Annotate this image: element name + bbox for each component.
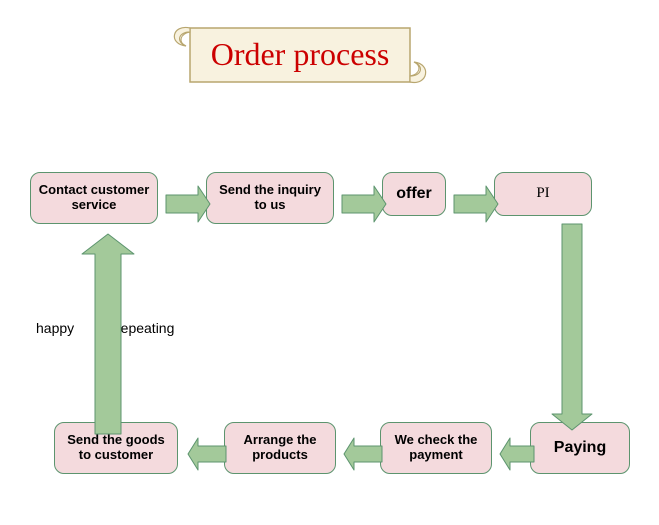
- node-check: We check the payment: [380, 422, 492, 474]
- node-label: PI: [536, 185, 549, 202]
- node-contact: Contact customer service: [30, 172, 158, 224]
- node-label: Send the goods to customer: [61, 433, 171, 463]
- node-pi: PI: [494, 172, 592, 216]
- node-arrange: Arrange the products: [224, 422, 336, 474]
- arrow-a4: [552, 224, 592, 430]
- arrow-a5: [500, 438, 534, 470]
- node-inquiry: Send the inquiry to us: [206, 172, 334, 224]
- arrow-a1: [166, 186, 210, 222]
- arrow-a6: [344, 438, 382, 470]
- node-label: Send the inquiry to us: [213, 183, 327, 213]
- arrow-a7: [188, 438, 226, 470]
- node-label: offer: [396, 185, 432, 203]
- diagram-title: Order process: [168, 36, 432, 73]
- node-label: Contact customer service: [37, 183, 151, 213]
- node-label: We check the payment: [387, 433, 485, 463]
- arrow-a8: [82, 234, 134, 434]
- node-offer: offer: [382, 172, 446, 216]
- title-scroll: Order process: [168, 18, 432, 90]
- arrow-a2: [342, 186, 386, 222]
- node-label: Arrange the products: [231, 433, 329, 463]
- node-label: Paying: [554, 439, 606, 457]
- loop-label-left: happy: [36, 320, 74, 336]
- arrow-a3: [454, 186, 498, 222]
